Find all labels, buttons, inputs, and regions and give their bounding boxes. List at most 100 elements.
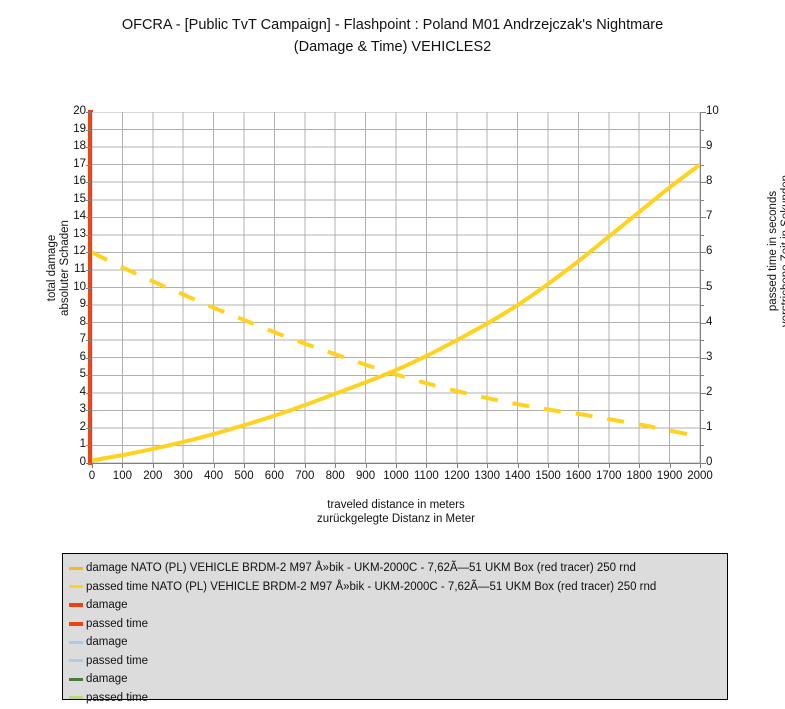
y-tick-mark-left bbox=[86, 182, 91, 184]
y-tick-left-15: 15 bbox=[73, 192, 86, 205]
x-tick-1700: 1700 bbox=[596, 470, 622, 482]
legend-item[interactable]: passed time bbox=[69, 615, 727, 634]
y-tick-left-16: 16 bbox=[73, 175, 86, 188]
legend-color-swatch bbox=[69, 659, 83, 663]
legend-item[interactable]: damage bbox=[69, 596, 727, 615]
legend-color-swatch bbox=[69, 640, 83, 644]
x-tick-mark bbox=[456, 463, 458, 468]
x-tick-mark bbox=[517, 463, 519, 468]
x-tick-mark bbox=[213, 463, 215, 468]
legend-item[interactable]: passed time bbox=[69, 689, 727, 708]
x-tick-mark bbox=[639, 463, 641, 468]
legend-item[interactable]: damage NATO (PL) VEHICLE BRDM-2 M97 Å»bi… bbox=[69, 559, 727, 578]
y-tick-left-0: 0 bbox=[79, 456, 86, 468]
y-tick-left-19: 19 bbox=[73, 122, 86, 135]
y-tick-right-2: 2 bbox=[706, 385, 713, 398]
y-tick-mark-left bbox=[86, 287, 91, 289]
x-tick-mark bbox=[700, 463, 701, 468]
series-line-0 bbox=[92, 163, 700, 463]
y-tick-right-5: 5 bbox=[706, 280, 713, 293]
y-tick-mark-right bbox=[700, 112, 706, 113]
x-axis-title-de: zurückgelegte Distanz in Meter bbox=[317, 513, 475, 525]
y-tick-left-6: 6 bbox=[79, 350, 86, 363]
x-tick-mark bbox=[183, 463, 185, 468]
y-tick-left-11: 11 bbox=[74, 262, 86, 275]
x-tick-mark bbox=[122, 463, 124, 468]
y-tick-right-9: 9 bbox=[706, 140, 713, 153]
y-tick-mark-right bbox=[700, 234, 704, 236]
y-tick-mark-right bbox=[700, 147, 706, 149]
y-tick-mark-left bbox=[86, 129, 91, 131]
y-tick-right-7: 7 bbox=[706, 210, 713, 223]
y-tick-right-6: 6 bbox=[706, 245, 713, 258]
x-tick-200: 200 bbox=[143, 470, 163, 482]
y-tick-mark-right bbox=[700, 129, 704, 131]
legend-item-label: damage bbox=[86, 673, 128, 686]
y-tick-mark-right bbox=[700, 182, 706, 184]
x-tick-mark bbox=[365, 463, 367, 468]
y-tick-mark-left bbox=[86, 445, 91, 447]
x-tick-mark bbox=[274, 463, 276, 468]
legend-item-label: passed time bbox=[86, 617, 149, 630]
x-tick-700: 700 bbox=[295, 470, 315, 482]
y-tick-mark-left bbox=[86, 217, 91, 219]
chart-title-line-1: OFCRA - [Public TvT Campaign] - Flashpoi… bbox=[121, 17, 664, 33]
legend-item-label: damage bbox=[86, 599, 128, 612]
x-tick-mark bbox=[578, 463, 580, 468]
y-tick-left-9: 9 bbox=[79, 298, 86, 311]
y-tick-left-3: 3 bbox=[79, 403, 86, 416]
y-tick-left-17: 17 bbox=[73, 157, 86, 170]
x-tick-mark bbox=[244, 463, 245, 468]
y-tick-mark-right bbox=[700, 322, 706, 324]
legend-item[interactable]: passed time NATO (PL) VEHICLE BRDM-2 M97… bbox=[69, 578, 727, 597]
x-tick-mark bbox=[304, 463, 306, 468]
y-tick-right-10: 10 bbox=[706, 105, 719, 117]
y-tick-mark-left bbox=[86, 252, 91, 254]
legend-item[interactable]: damage bbox=[69, 670, 727, 689]
y-tick-left-10: 10 bbox=[73, 280, 86, 293]
page-title: OFCRA - [Public TvT Campaign] - Flashpoi… bbox=[0, 14, 785, 58]
y-tick-mark-left bbox=[86, 269, 91, 271]
y-tick-mark-right bbox=[700, 445, 704, 447]
y-axis-right-ticks: 0 1 2 3 4 5 6 7 8 9 10 bbox=[706, 0, 736, 709]
legend-color-swatch bbox=[69, 696, 83, 700]
x-tick-500: 500 bbox=[234, 470, 254, 482]
legend-item-label: passed time bbox=[86, 654, 149, 667]
y-axis-left-title-de: absoluter Schaden bbox=[59, 220, 71, 316]
x-tick-1500: 1500 bbox=[535, 470, 561, 482]
y-tick-right-3: 3 bbox=[706, 350, 713, 363]
y-tick-left-13: 13 bbox=[73, 227, 86, 240]
x-tick-mark bbox=[487, 463, 489, 468]
y-tick-right-4: 4 bbox=[706, 315, 713, 328]
chart-legend: damage NATO (PL) VEHICLE BRDM-2 M97 Å»bi… bbox=[62, 553, 728, 704]
x-tick-100: 100 bbox=[112, 470, 132, 482]
y-tick-mark-right bbox=[700, 410, 704, 412]
x-tick-mark bbox=[669, 463, 671, 468]
legend-color-swatch bbox=[69, 621, 83, 626]
x-axis-title-en: traveled distance in meters bbox=[327, 499, 465, 511]
y-tick-mark-right bbox=[700, 375, 704, 377]
y-tick-mark-left bbox=[86, 164, 91, 166]
y-tick-mark-left bbox=[86, 410, 91, 412]
y-tick-mark-right bbox=[700, 287, 706, 289]
x-tick-1100: 1100 bbox=[414, 470, 439, 482]
y-tick-left-1: 1 bbox=[79, 438, 86, 451]
legend-item[interactable]: damage bbox=[69, 633, 727, 652]
series-line-1 bbox=[92, 250, 700, 439]
x-tick-1900: 1900 bbox=[656, 470, 683, 482]
y-tick-mark-left bbox=[86, 147, 91, 149]
y-tick-mark-right bbox=[700, 217, 706, 219]
y-axis-right-title-en: passed time in seconds bbox=[767, 190, 779, 312]
y-tick-mark-right bbox=[700, 340, 704, 342]
legend-color-swatch bbox=[69, 603, 83, 608]
plot-area bbox=[92, 112, 700, 463]
x-tick-1400: 1400 bbox=[504, 470, 531, 482]
x-axis-title: traveled distance in meters zurückgelegt… bbox=[92, 498, 700, 526]
legend-item[interactable]: passed time bbox=[69, 652, 727, 671]
y-tick-mark-left bbox=[86, 305, 91, 307]
x-tick-1200: 1200 bbox=[444, 470, 470, 482]
x-tick-1600: 1600 bbox=[565, 470, 592, 482]
y-tick-left-7: 7 bbox=[79, 333, 86, 346]
y-tick-right-0: 0 bbox=[706, 456, 713, 468]
x-tick-mark bbox=[152, 463, 154, 468]
